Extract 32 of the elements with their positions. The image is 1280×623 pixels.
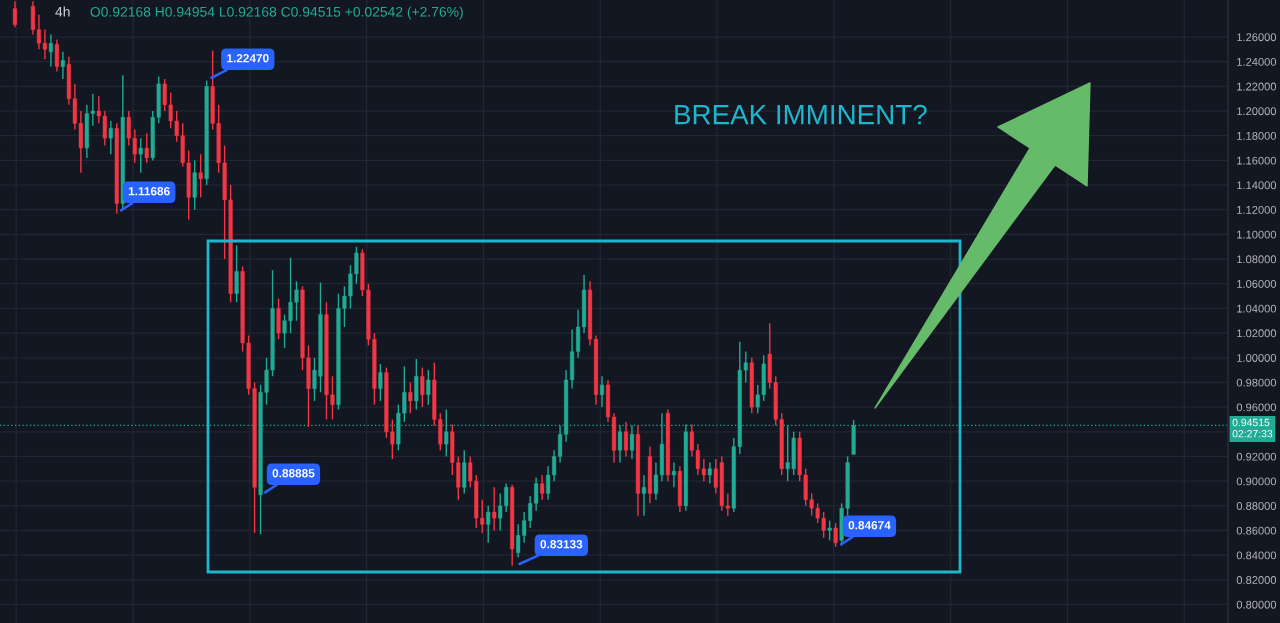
y-tick-label: 1.20000 [1237,107,1277,116]
y-tick-label: 1.24000 [1237,57,1277,66]
y-tick-label: 0.92000 [1236,452,1277,461]
annotation: 0.88885 [272,469,315,478]
annotation: 0.83133 [540,540,583,549]
annotation: BREAK IMMINENT? [675,104,927,125]
y-tick-label: 0.88000 [1236,502,1277,510]
y-tick-label: 1.06000 [1237,280,1277,288]
y-tick-label: 0.82000 [1236,576,1277,584]
y-tick-label: 1.22000 [1237,82,1277,91]
y-tick-label: 0.90000 [1236,477,1277,486]
y-tick-label: 1.10000 [1237,230,1277,239]
chart-subtitle: O0.92168 H0.94954 L0.92168 C0.94515 +0.02542 (+2.76%) [90,6,463,20]
annotation: 1.11686 [128,187,170,196]
y-tick-label: 1.08000 [1237,255,1277,264]
y-tick-label: 0.96000 [1236,403,1277,412]
annotation: 0.84674 [848,521,891,530]
y-tick-label: 0.80000 [1236,600,1277,609]
y-tick-label: 1.14000 [1237,181,1277,190]
y-tick-label: 0.98000 [1236,378,1277,387]
y-tick-label: 0.84000 [1236,551,1277,560]
y-tick-label: 1.12000 [1237,205,1277,214]
y-tick-label: 1.04000 [1237,304,1277,313]
y-tick-label: 1.00000 [1237,354,1277,362]
y-tick-label: 0.86000 [1236,526,1277,535]
y-tick-label: 1.26000 [1237,33,1277,42]
y-tick-label: 1.02000 [1237,329,1277,338]
y-tick-label: 1.16000 [1237,156,1277,165]
ref-line-label: 0.94515 02:27:33 [1232,418,1273,438]
annotation: 1.22470 [227,54,269,63]
y-tick-label: 1.18000 [1237,131,1277,140]
chart-title: 4h [55,6,70,17]
